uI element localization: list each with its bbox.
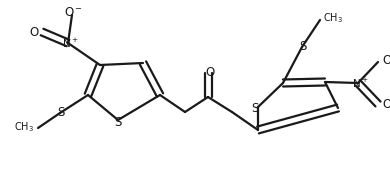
Text: O: O bbox=[206, 67, 214, 79]
Text: N$^+$: N$^+$ bbox=[352, 76, 368, 90]
Text: O: O bbox=[382, 98, 390, 112]
Text: CH$_3$: CH$_3$ bbox=[323, 11, 343, 25]
Text: S: S bbox=[57, 107, 65, 120]
Text: O$^-$: O$^-$ bbox=[64, 6, 83, 20]
Text: S: S bbox=[114, 115, 122, 129]
Text: O: O bbox=[30, 26, 39, 40]
Text: N$^+$: N$^+$ bbox=[62, 37, 78, 50]
Text: O$^-$: O$^-$ bbox=[382, 54, 390, 67]
Text: CH$_3$: CH$_3$ bbox=[14, 120, 34, 134]
Text: S: S bbox=[299, 40, 307, 54]
Text: S: S bbox=[251, 101, 259, 115]
